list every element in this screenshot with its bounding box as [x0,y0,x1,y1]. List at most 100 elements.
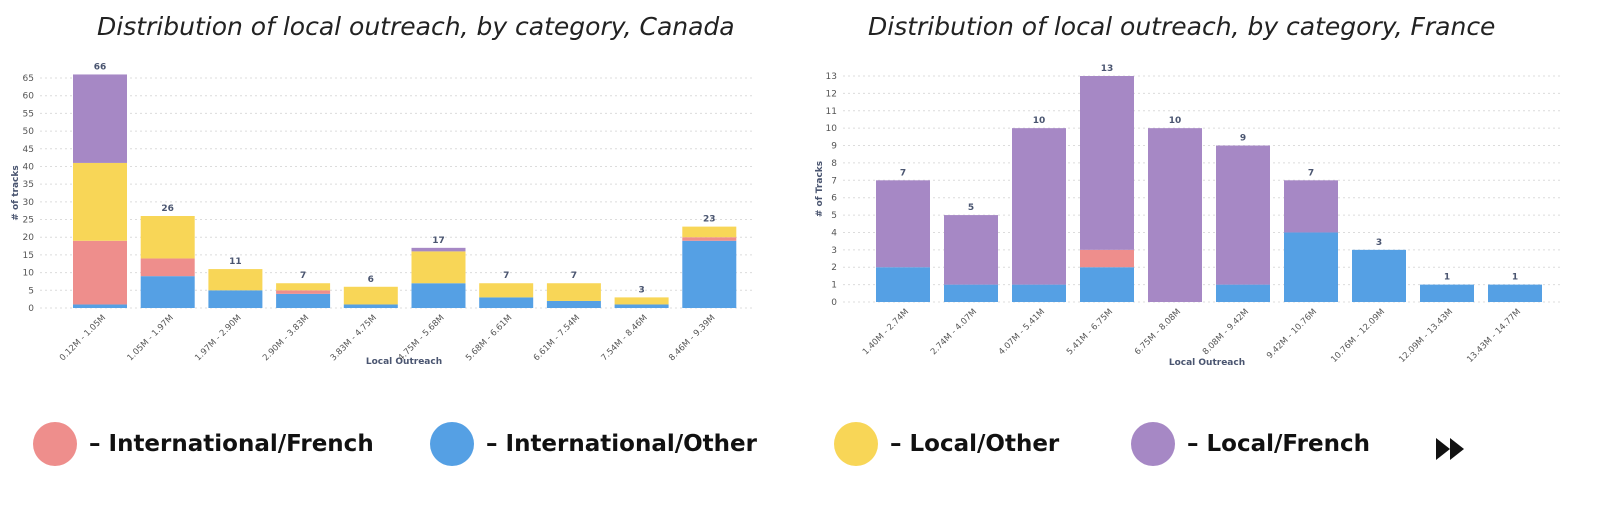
bar-total-label: 7 [900,168,906,178]
y-tick-label: 40 [23,162,35,172]
bar-total-label: 10 [1033,116,1046,126]
y-tick-label: 35 [23,180,34,190]
y-tick-label: 4 [831,228,837,238]
bar-france-local-french-3 [1080,76,1134,250]
bar-total-label: 6 [368,275,374,285]
bar-total-label: 3 [1376,238,1382,248]
bar-canada-international-other-8 [614,304,669,308]
x-tick-label: 10.76M - 12.09M [1329,307,1387,365]
y-tick-label: 12 [826,89,837,99]
bar-canada-local-other-2 [208,269,263,291]
legend-label-local-other: – Local/Other [890,431,1060,457]
chart-title-france: Distribution of local outreach, by categ… [868,12,1496,41]
bar-total-label: 66 [94,62,107,72]
bar-france-local-french-4 [1148,128,1202,302]
bar-canada-international-other-2 [208,290,263,308]
y-tick-label: 5 [831,211,837,221]
legend-swatch-local-other [834,422,878,466]
bar-france-local-french-2 [1012,128,1066,285]
bar-canada-international-other-6 [479,297,534,308]
bar-canada-international-other-3 [276,293,331,308]
bar-canada-local-other-8 [614,297,669,305]
bar-canada-international-french-3 [276,290,331,294]
bar-canada-local-other-3 [276,283,331,291]
y-tick-label: 30 [23,198,35,208]
legend-label-local-french: – Local/French [1187,431,1370,457]
y-tick-label: 15 [23,251,34,261]
bar-canada-international-other-7 [546,300,601,308]
bar-france-local-french-0 [876,180,930,268]
bar-total-label: 9 [1240,134,1246,144]
bar-total-label: 5 [968,203,974,213]
bar-total-label: 3 [638,285,644,295]
x-tick-label: 9.42M - 10.76M [1265,307,1319,361]
bar-france-international-other-5 [1216,284,1270,302]
y-tick-label: 60 [23,92,35,102]
bar-total-label: 7 [503,271,509,281]
legend-swatch-local-french [1131,422,1175,466]
y-tick-label: 11 [826,107,837,117]
bar-total-label: 1 [1444,273,1450,283]
x-tick-label: 12.09M - 13.43M [1397,307,1455,365]
bar-france-international-other-3 [1080,267,1134,302]
x-tick-label: 6.75M - 8.08M [1133,307,1183,357]
bar-total-label: 10 [1169,116,1182,126]
x-tick-label: 5.41M - 6.75M [1065,307,1115,357]
legend-item-local-french: – Local/French [1131,422,1370,466]
chart-title-canada: Distribution of local outreach, by categ… [97,12,735,41]
bar-total-label: 7 [300,271,306,281]
x-tick-label: 13.43M - 14.77M [1465,307,1523,365]
legend-swatch-international-other [430,422,474,466]
y-tick-label: 0 [831,298,837,308]
legend-item-local-other: – Local/Other [834,422,1059,466]
y-tick-label: 1 [831,281,837,291]
bar-total-label: 11 [229,257,242,267]
bar-total-label: 17 [432,236,445,246]
bar-france-international-other-6 [1284,232,1338,302]
y-tick-label: 3 [831,246,837,256]
bar-total-label: 26 [161,204,174,214]
bar-canada-local-other-9 [682,226,737,238]
bar-chart-canada: 0 5 10 15 20 25 30 35 40 45 50 55 60 65 # of tracks Loc… [11,62,755,367]
x-axis-label: Local Outreach [366,357,442,367]
bar-canada-local-other-0 [73,162,127,241]
bar-canada-local-other-4 [343,286,398,305]
bar-total-label: 13 [1101,64,1114,74]
y-tick-label: 8 [831,159,837,169]
bar-france-international-other-2 [1012,284,1066,302]
y-tick-label: 7 [831,176,837,186]
bar-france-international-other-9 [1488,284,1542,302]
bar-total-label: 7 [571,271,577,281]
legend-item-international-french: – International/French [33,422,374,466]
bar-total-label: 1 [1512,273,1518,283]
y-tick-label: 9 [831,142,837,152]
y-tick-label: 6 [831,194,837,204]
bar-france-international-other-1 [944,284,998,302]
bar-canada-international-other-5 [411,283,466,308]
bar-canada-international-other-0 [73,304,127,308]
y-tick-label: 5 [28,286,34,296]
bar-france-local-french-6 [1284,180,1338,233]
legend-label-international-french: – International/French [89,431,374,457]
x-tick-label: 1.40M - 2.74M [861,307,911,357]
x-tick-label: 4.07M - 5.41M [997,307,1047,357]
bar-france-international-other-7 [1352,249,1406,302]
y-tick-label: 20 [23,233,35,243]
bar-france-international-french-3 [1080,249,1134,268]
y-tick-label: 13 [826,72,837,82]
bar-canada-local-other-5 [411,251,466,284]
bar-canada-international-french-1 [140,258,195,277]
fast-forward-icon[interactable] [1434,434,1468,464]
bar-france-local-french-1 [944,215,998,285]
y-tick-label: 0 [28,304,34,314]
bar-total-label: 7 [1308,168,1314,178]
y-tick-label: 25 [23,216,34,226]
bar-canada-local-french-0 [73,74,127,163]
bar-canada-local-other-1 [140,216,195,259]
x-axis-label: Local Outreach [1169,358,1245,368]
bar-canada-international-other-4 [343,304,398,308]
legend-swatch-international-french [33,422,77,466]
bar-canada-international-french-0 [73,240,127,305]
y-axis-label: # of Tracks [815,161,825,217]
bar-canada-local-french-5 [411,247,466,252]
